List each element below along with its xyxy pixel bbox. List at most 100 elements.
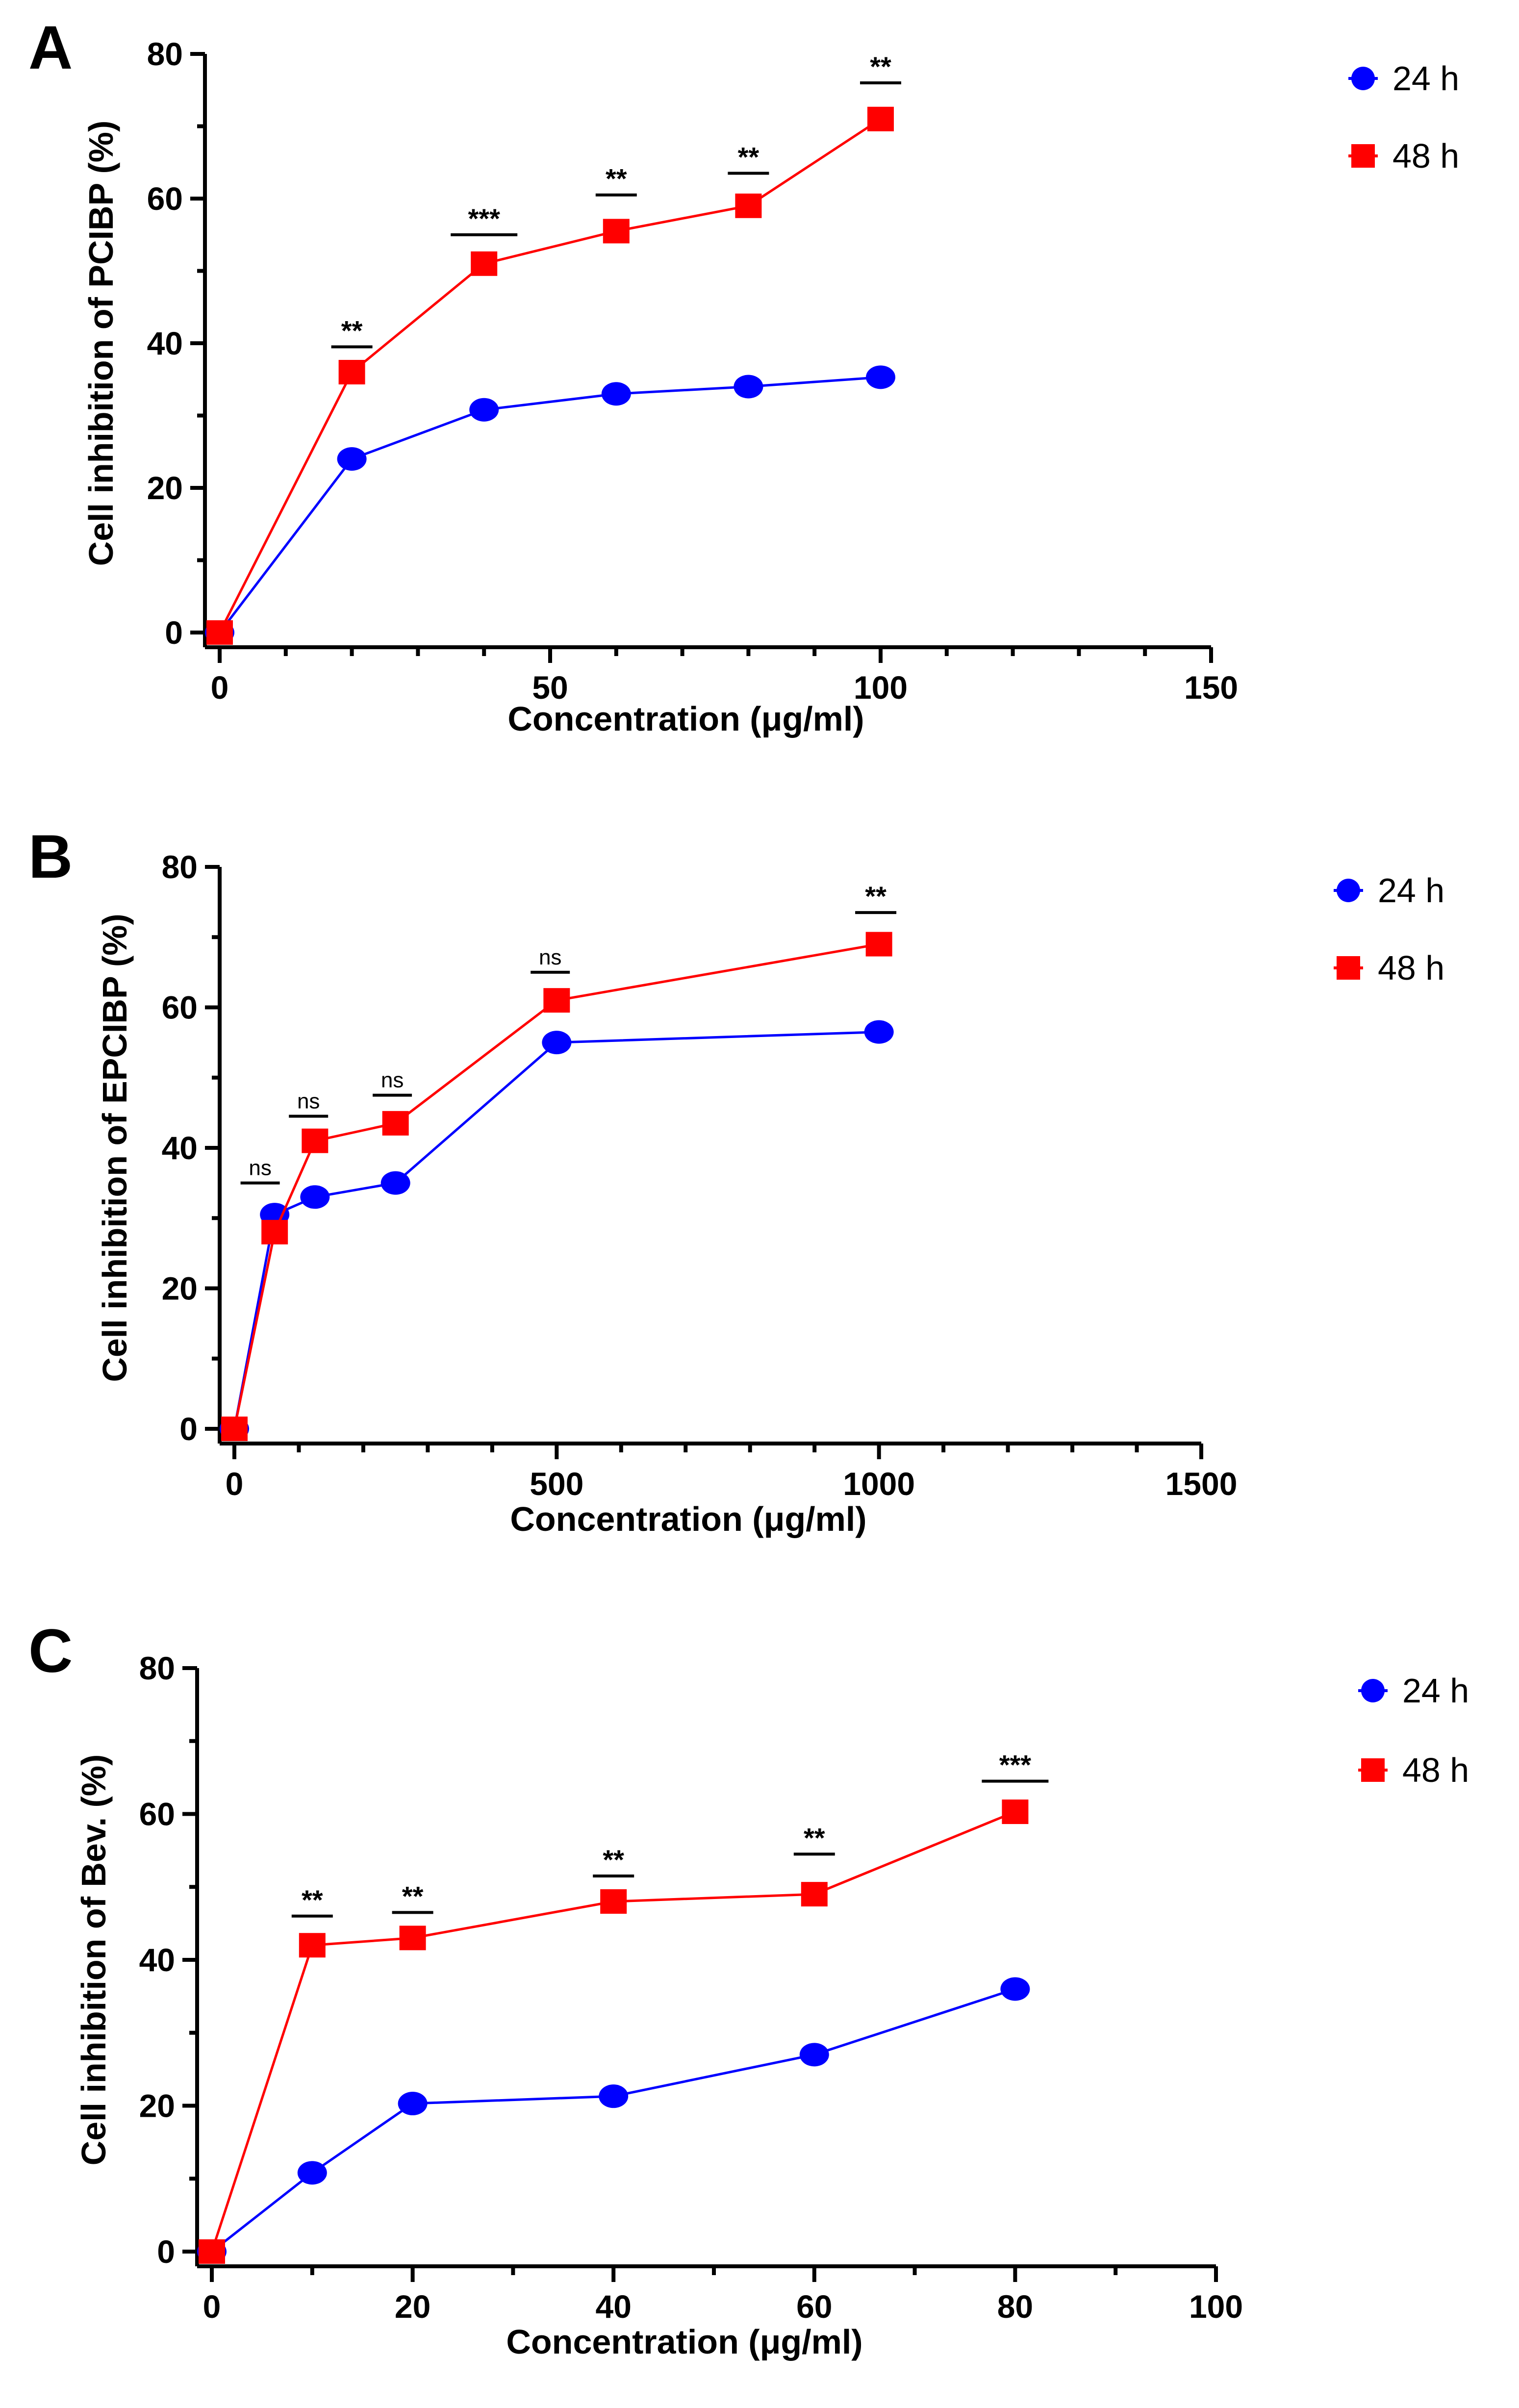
panel-c-significance-label: *** bbox=[999, 1749, 1032, 1780]
panel-c-point-48h bbox=[801, 1882, 828, 1907]
panel-c-x-axis-title: Concentration (μg/ml) bbox=[506, 2323, 862, 2361]
panel-a-line-48h bbox=[218, 118, 882, 634]
panel-a-y-tick-label: 40 bbox=[147, 325, 183, 361]
panel-b-point-48h bbox=[382, 1111, 409, 1136]
panel-c-significance-label: ** bbox=[603, 1844, 624, 1875]
panel-c-y-tick-label: 20 bbox=[139, 2088, 175, 2124]
panel-c-legend-label-24h: 24 h bbox=[1402, 1672, 1469, 1710]
panel-c-line-48h bbox=[210, 1810, 1016, 2252]
panel-b-point-48h bbox=[302, 1128, 329, 1153]
panel-c-line-24h bbox=[211, 1988, 1016, 2253]
panel-b-y-tick-label: 40 bbox=[162, 1130, 198, 1166]
panel-a-line-24h bbox=[219, 376, 881, 634]
panel-b-legend: 24 h 48 h bbox=[1334, 871, 1444, 987]
panel-c-point-24h bbox=[297, 2161, 327, 2185]
panel-c-y-tick-label: 80 bbox=[139, 1650, 175, 1686]
panel-a-legend-label-24h: 24 h bbox=[1392, 59, 1459, 98]
panel-b-line-24h bbox=[233, 1031, 879, 1429]
panel-b-legend-label-24h: 24 h bbox=[1378, 871, 1444, 910]
panel-a-letter: A bbox=[28, 14, 73, 82]
panel-b-significance-label: ** bbox=[865, 881, 886, 912]
panel-b-point-48h bbox=[221, 1417, 248, 1441]
panel-c: C Cell inhibition of Bev. (%) Concentrat… bbox=[28, 1617, 1469, 2361]
panel-c-point-24h bbox=[1000, 1977, 1030, 2001]
panel-a-y-tick-label: 0 bbox=[165, 614, 183, 651]
panel-a-point-24h bbox=[734, 375, 763, 399]
panel-b-point-48h bbox=[543, 988, 570, 1013]
panel-a-significance-label: ** bbox=[870, 51, 891, 82]
panel-b-x-tick-label: 0 bbox=[226, 1466, 244, 1502]
panel-a-y-tick-label: 20 bbox=[147, 470, 183, 506]
panel-a-point-48h bbox=[603, 219, 630, 244]
panel-b-y-tick-label: 0 bbox=[179, 1411, 198, 1447]
panel-a-significance-label: *** bbox=[468, 203, 501, 234]
panel-c-point-24h bbox=[599, 2084, 629, 2108]
panel-a-x-tick-label: 0 bbox=[211, 669, 229, 706]
panel-b-y-tick-label: 60 bbox=[162, 989, 198, 1026]
panel-b: B Cell inhibition of EPCIBP (%) Concentr… bbox=[28, 823, 1444, 1538]
panel-b-significance-label: ns bbox=[297, 1090, 320, 1114]
panel-c-x-tick-label: 80 bbox=[997, 2288, 1033, 2325]
panel-b-x-tick-label: 1000 bbox=[843, 1466, 915, 1502]
panel-a-x-tick-label: 100 bbox=[854, 669, 908, 706]
panel-b-x-tick-label: 1500 bbox=[1165, 1466, 1238, 1502]
panel-c-y-tick-label: 40 bbox=[139, 1942, 175, 1978]
panel-b-y-tick-label: 80 bbox=[162, 849, 198, 885]
panel-c-point-48h bbox=[199, 2239, 225, 2264]
panel-c-x-tick-label: 0 bbox=[203, 2288, 221, 2325]
panel-a-point-24h bbox=[337, 447, 367, 471]
panel-a-y-tick-label: 80 bbox=[147, 36, 183, 72]
panel-b-significance-label: ns bbox=[539, 945, 561, 969]
panel-b-line-48h bbox=[233, 943, 880, 1429]
panel-a: A Cell inhibition of PCIBP (%) Concentra… bbox=[28, 14, 1459, 738]
panel-a-legend: 24 h 48 h bbox=[1348, 59, 1459, 175]
panel-b-y-tick-label: 20 bbox=[162, 1270, 198, 1307]
panel-c-significance-label: ** bbox=[804, 1822, 825, 1853]
panel-a-point-48h bbox=[471, 251, 498, 276]
panel-c-point-48h bbox=[1002, 1800, 1029, 1825]
panel-b-point-24h bbox=[864, 1020, 894, 1044]
panel-b-legend-label-48h: 48 h bbox=[1378, 949, 1444, 987]
panel-a-point-48h bbox=[338, 360, 365, 384]
panel-c-y-tick-label: 0 bbox=[157, 2233, 175, 2270]
panel-c-letter: C bbox=[28, 1617, 73, 1685]
panel-b-point-48h bbox=[261, 1219, 288, 1244]
panel-c-point-24h bbox=[398, 2092, 428, 2116]
panel-a-legend-label-48h: 48 h bbox=[1392, 137, 1459, 175]
panel-b-point-48h bbox=[865, 932, 892, 957]
panel-a-point-48h bbox=[735, 193, 762, 218]
panel-a-point-48h bbox=[867, 106, 894, 131]
panel-c-x-tick-label: 40 bbox=[595, 2288, 631, 2325]
panel-c-legend-label-48h: 48 h bbox=[1402, 1751, 1469, 1789]
panel-a-x-tick-label: 150 bbox=[1184, 669, 1238, 706]
panel-b-x-axis-title: Concentration (μg/ml) bbox=[510, 1500, 866, 1538]
panel-c-x-tick-label: 60 bbox=[796, 2288, 832, 2325]
panel-b-x-tick-label: 500 bbox=[530, 1466, 583, 1502]
panel-c-point-48h bbox=[600, 1889, 627, 1914]
panel-a-x-axis-title: Concentration (μg/ml) bbox=[507, 700, 864, 738]
panel-a-point-24h bbox=[601, 382, 631, 406]
panel-b-point-24h bbox=[542, 1031, 572, 1055]
panel-b-point-24h bbox=[380, 1171, 410, 1195]
panel-b-significance-label: ns bbox=[381, 1068, 404, 1092]
panel-a-significance-label: ** bbox=[341, 315, 363, 346]
panel-c-point-48h bbox=[399, 1926, 426, 1951]
panel-a-significance-label: ** bbox=[738, 141, 760, 172]
panel-b-y-axis-title: Cell inhibition of EPCIBP (%) bbox=[96, 913, 134, 1382]
panel-a-significance-label: ** bbox=[606, 163, 627, 194]
panel-c-y-tick-label: 60 bbox=[139, 1796, 175, 1832]
panel-c-point-24h bbox=[799, 2043, 829, 2067]
panel-c-significance-label: ** bbox=[302, 1884, 323, 1915]
panel-c-significance-label: ** bbox=[402, 1880, 424, 1911]
panel-b-point-24h bbox=[300, 1185, 330, 1209]
panel-b-significance-label: ns bbox=[249, 1156, 271, 1180]
panel-c-x-tick-label: 20 bbox=[395, 2288, 430, 2325]
panel-b-letter: B bbox=[28, 823, 73, 891]
panel-c-y-axis-title: Cell inhibition of Bev. (%) bbox=[75, 1754, 113, 2166]
panel-c-legend: 24 h 48 h bbox=[1358, 1672, 1469, 1789]
panel-a-x-tick-label: 50 bbox=[532, 669, 568, 706]
panel-a-y-axis-title: Cell inhibition of PCIBP (%) bbox=[82, 121, 120, 566]
panel-c-point-48h bbox=[299, 1933, 326, 1958]
panel-a-point-24h bbox=[469, 398, 499, 422]
